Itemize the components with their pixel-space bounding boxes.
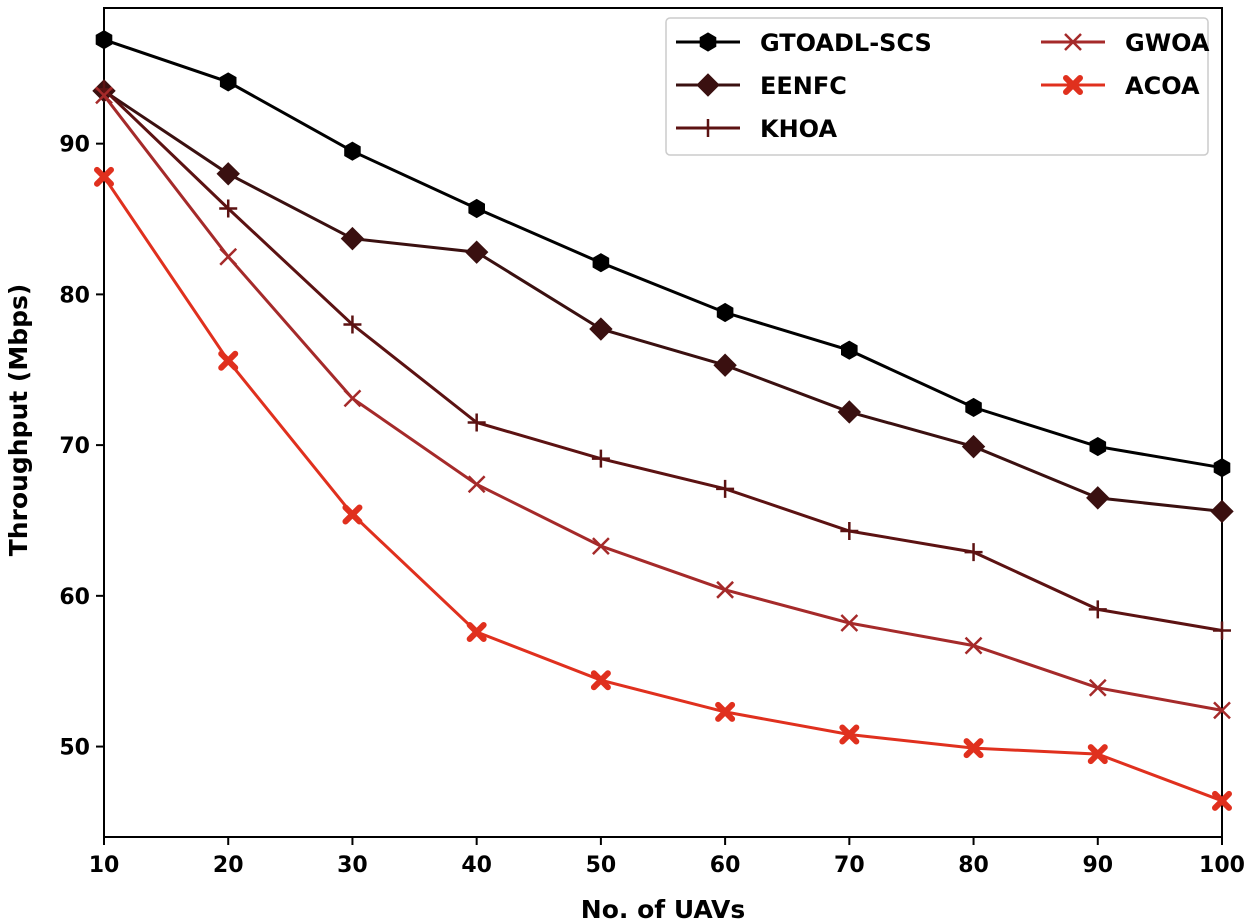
series-line-eenfc — [103, 89, 1223, 513]
data-point-eenfc — [1086, 486, 1110, 510]
series-line-gwoa — [102, 94, 1223, 712]
data-point-acoa — [715, 701, 736, 722]
series-eenfc — [92, 79, 1234, 524]
legend-label-khoa: KHOA — [760, 115, 837, 143]
data-point-gtoadl-scs — [1213, 458, 1231, 478]
series-gtoadl-scs — [95, 30, 1231, 478]
data-point-eenfc — [216, 162, 240, 186]
data-point-gtoadl-scs — [95, 30, 113, 50]
data-point-gwoa — [343, 389, 362, 408]
x-tick-label: 80 — [958, 853, 989, 878]
data-point-acoa — [839, 724, 860, 745]
series-gwoa — [95, 86, 1231, 720]
data-point-eenfc — [589, 317, 613, 341]
data-point-acoa — [218, 350, 239, 371]
x-tick-label: 100 — [1199, 853, 1245, 878]
legend-marker-eenfc — [696, 73, 720, 97]
legend-entry-gwoa: GWOA — [1041, 29, 1210, 57]
data-point-eenfc — [837, 400, 862, 424]
legend-box — [665, 17, 1209, 156]
data-point-gwoa — [1088, 678, 1107, 697]
data-point-gtoadl-scs — [344, 141, 361, 161]
series-acoa — [94, 166, 1232, 811]
data-point-gwoa — [219, 247, 238, 266]
series-line-khoa — [102, 88, 1223, 632]
data-point-khoa — [591, 449, 610, 468]
legend-marker-gwoa — [1064, 33, 1082, 51]
data-point-khoa — [467, 413, 486, 432]
data-point-acoa — [94, 166, 114, 187]
plot-frame — [103, 7, 1223, 838]
data-point-eenfc — [961, 434, 986, 459]
legend-entry-khoa: KHOA — [676, 115, 837, 143]
data-point-acoa — [342, 504, 363, 525]
data-point-acoa — [590, 670, 611, 691]
x-tick-label: 60 — [710, 853, 741, 878]
data-point-eenfc — [464, 240, 489, 264]
y-tick-label: 60 — [59, 585, 90, 610]
data-point-gwoa — [716, 580, 734, 599]
legend-label-gwoa: GWOA — [1125, 29, 1210, 57]
legend-label-acoa: ACOA — [1125, 72, 1200, 100]
data-point-gtoadl-scs — [716, 302, 734, 323]
y-tick-label: 50 — [59, 736, 90, 761]
data-point-acoa — [466, 622, 487, 643]
data-point-acoa — [1212, 790, 1232, 811]
data-point-khoa — [716, 479, 735, 498]
data-point-gwoa — [592, 537, 610, 555]
y-tick-label: 70 — [59, 434, 90, 459]
y-tick-label: 80 — [59, 283, 90, 308]
data-point-gtoadl-scs — [841, 340, 858, 360]
data-point-khoa — [840, 522, 859, 541]
series-layer — [92, 30, 1234, 811]
legend-entry-acoa: ACOA — [1041, 72, 1200, 100]
data-point-gtoadl-scs — [965, 397, 982, 417]
legend-marker-khoa — [699, 119, 717, 137]
data-point-khoa — [219, 199, 238, 218]
data-point-eenfc — [713, 353, 737, 377]
legend-entry-eenfc: EENFC — [676, 72, 847, 100]
x-tick-label: 10 — [89, 853, 120, 878]
data-point-gwoa — [840, 614, 859, 632]
axes: 10 20 30 40 50 60 70 80 90 100 50 60 70 80 90 — [59, 7, 1245, 878]
x-tick-label: 50 — [586, 853, 617, 878]
data-point-khoa — [1213, 621, 1231, 640]
data-point-khoa — [343, 315, 362, 334]
data-point-acoa — [1087, 744, 1108, 765]
series-line-acoa — [102, 175, 1223, 803]
x-tick-label: 90 — [1082, 853, 1113, 878]
series-khoa — [95, 80, 1231, 640]
legend-marker-gtoadl-scs — [699, 32, 717, 52]
data-point-eenfc — [340, 226, 365, 251]
x-tick-label: 40 — [461, 853, 492, 878]
data-point-acoa — [963, 738, 984, 759]
legend: GTOADL-SCS EENFC KHOA GWOA ACOA — [665, 17, 1210, 156]
data-point-khoa — [964, 543, 983, 562]
x-tick-label: 30 — [337, 853, 368, 878]
legend-label-gtoadl-scs: GTOADL-SCS — [760, 29, 932, 57]
data-point-khoa — [1088, 600, 1107, 619]
data-point-gwoa — [1213, 701, 1231, 720]
y-tick-label: 90 — [59, 133, 90, 158]
data-point-gwoa — [467, 475, 486, 494]
data-point-gtoadl-scs — [468, 198, 485, 219]
x-tick-label: 20 — [213, 853, 244, 878]
series-line-gtoadl-scs — [103, 38, 1223, 470]
x-axis-label: No. of UAVs — [581, 895, 745, 922]
x-tick-label: 70 — [834, 853, 865, 878]
data-point-eenfc — [1210, 499, 1234, 524]
legend-marker-acoa — [1063, 75, 1083, 95]
data-point-gwoa — [95, 86, 113, 105]
y-axis-label: Throughput (Mbps) — [4, 284, 33, 557]
legend-entry-gtoadl-scs: GTOADL-SCS — [676, 29, 932, 57]
data-point-gwoa — [964, 636, 983, 655]
data-point-gtoadl-scs — [219, 72, 237, 92]
data-point-gtoadl-scs — [592, 253, 610, 273]
legend-label-eenfc: EENFC — [760, 72, 847, 100]
data-point-gtoadl-scs — [1089, 437, 1107, 457]
